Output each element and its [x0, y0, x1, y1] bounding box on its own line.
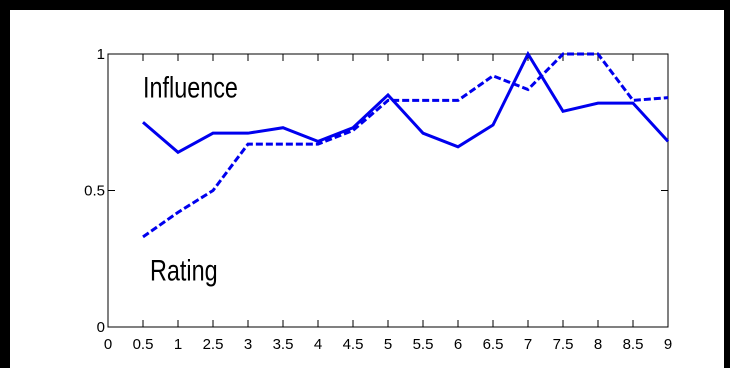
x-tick-label: 7.5 — [553, 336, 574, 353]
x-tick-label: 0 — [104, 336, 112, 353]
x-tick-label: 9 — [664, 336, 672, 353]
x-tick-label: 7 — [524, 336, 532, 353]
series-line-influence — [142, 50, 670, 155]
axes: 0 0.5 1 2.5 3 3.5 4 4.5 5 5.5 6 6.5 7 7.5 8 8.5 9 0 0.5 1 — [84, 46, 672, 353]
series-label-influence: Influence — [143, 71, 238, 104]
annotations: Influence Rating — [143, 71, 238, 287]
x-tick-label: 3.5 — [273, 336, 294, 353]
x-tick-label: 4.5 — [343, 336, 364, 353]
x-tick-label: 8 — [594, 336, 602, 353]
x-tick-label: 4 — [314, 336, 322, 353]
x-tick-label: 2.5 — [203, 336, 224, 353]
x-tick-label: 5.5 — [413, 336, 434, 353]
x-tick-label: 0.5 — [133, 336, 154, 353]
x-tick-label: 8.5 — [623, 336, 644, 353]
series-line-rating — [142, 52, 669, 239]
x-tick-label: 3 — [244, 336, 252, 353]
x-tick-label: 5 — [384, 336, 392, 353]
x-tick-label: 6 — [454, 336, 462, 353]
y-tick-label: 0.5 — [84, 183, 105, 200]
y-tick-label: 1 — [97, 46, 105, 63]
series-lines — [142, 50, 670, 239]
series-label-rating: Rating — [150, 254, 218, 287]
x-tick-label: 6.5 — [483, 336, 504, 353]
x-tick-label: 1 — [174, 336, 182, 353]
y-tick-label: 0 — [97, 319, 105, 336]
